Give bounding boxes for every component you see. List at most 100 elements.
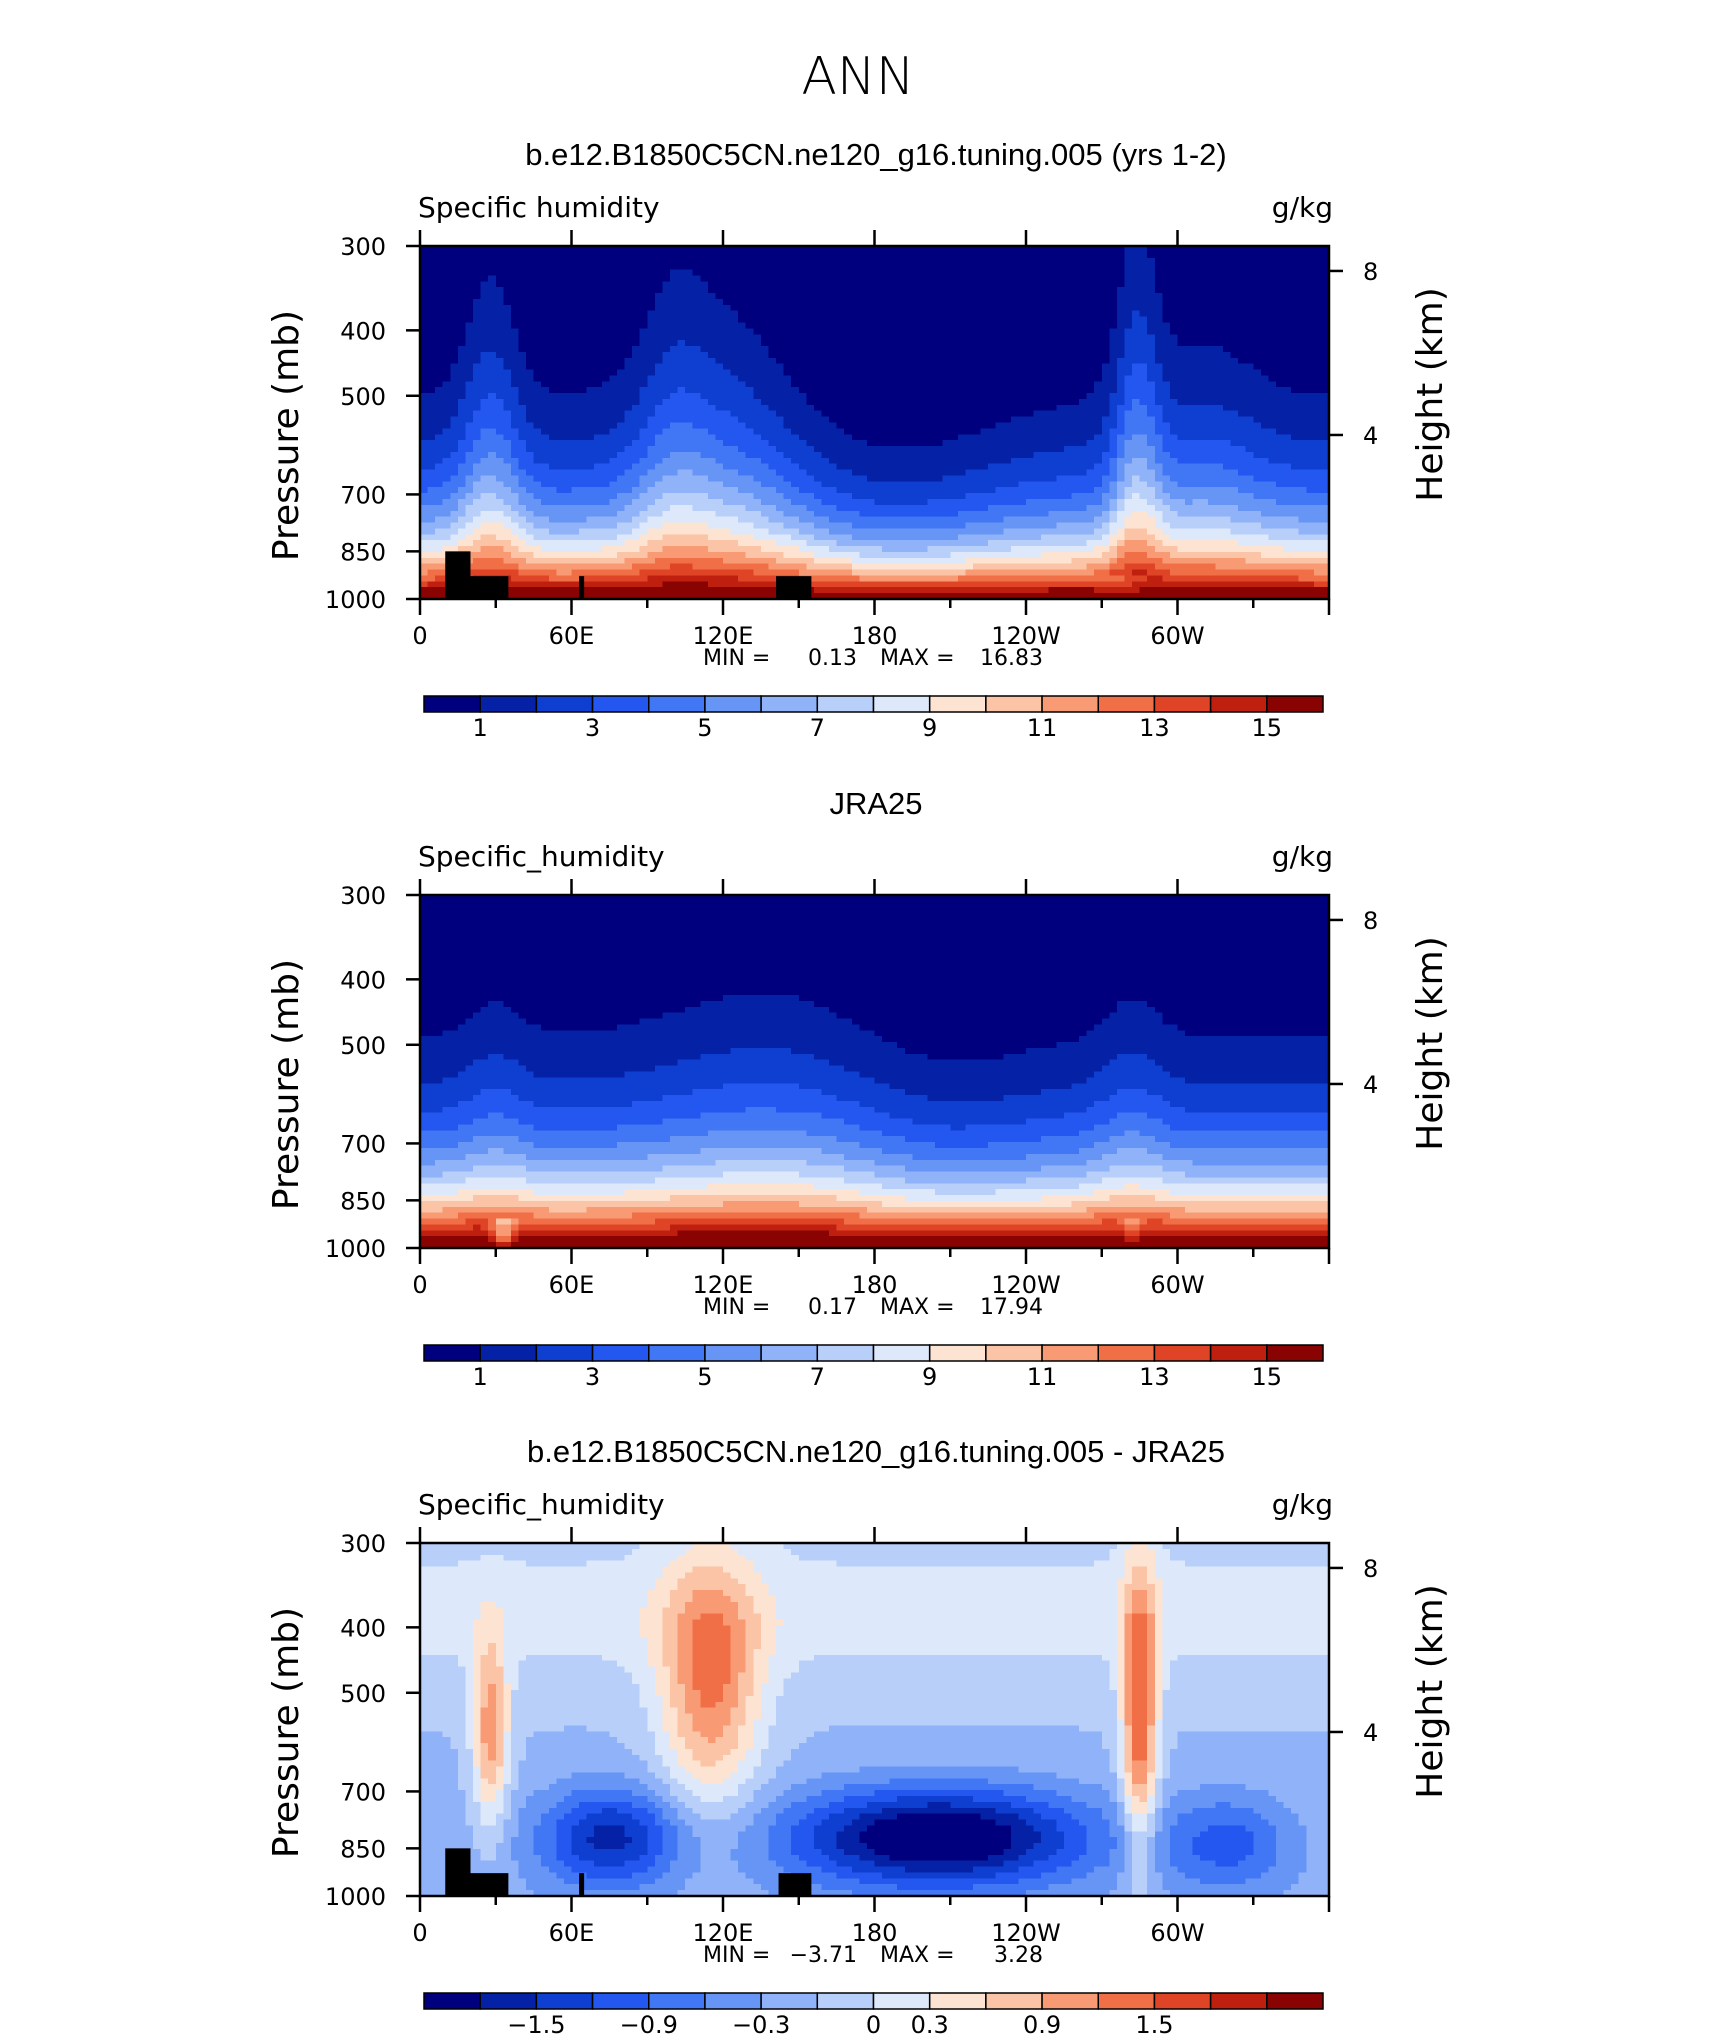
contour-cell [700, 405, 708, 411]
contour-cell [1299, 252, 1307, 258]
contour-cell [602, 411, 610, 417]
contour-cell [912, 322, 920, 328]
contour-cell [1064, 411, 1072, 417]
contour-cell [1215, 446, 1223, 452]
contour-cell [958, 440, 966, 446]
contour-cell [837, 481, 845, 487]
contour-cell [958, 423, 966, 429]
contour-cell [935, 481, 943, 487]
contour-cell [602, 446, 610, 452]
contour-cell [1117, 328, 1125, 334]
contour-cell [1124, 275, 1132, 281]
contour-cell [784, 299, 792, 305]
contour-cell [738, 470, 746, 476]
contour-cell [1079, 458, 1087, 464]
contour-cell [715, 487, 723, 493]
contour-cell [1094, 322, 1102, 328]
contour-cell [609, 423, 617, 429]
contour-cell [1041, 470, 1049, 476]
contour-cell [670, 287, 678, 293]
contour-cell [1124, 387, 1132, 393]
contour-cell [625, 364, 633, 370]
contour-cell [731, 470, 739, 476]
contour-cell [1102, 281, 1110, 287]
contour-cell [1087, 481, 1095, 487]
contour-cell [662, 423, 670, 429]
contour-cell [1079, 423, 1087, 429]
contour-cell [428, 417, 436, 423]
contour-cell [1140, 470, 1148, 476]
contour-cell [685, 452, 693, 458]
contour-cell [784, 358, 792, 364]
contour-cell [1026, 464, 1034, 470]
contour-cell [549, 317, 557, 323]
contour-cell [806, 381, 814, 387]
contour-cell [1087, 458, 1095, 464]
contour-cell [965, 305, 973, 311]
contour-cell [594, 428, 602, 434]
contour-cell [625, 375, 633, 381]
contour-cell [1299, 446, 1307, 452]
contour-cell [428, 364, 436, 370]
contour-cell [1026, 370, 1034, 376]
contour-cell [731, 458, 739, 464]
contour-cell [1071, 393, 1079, 399]
contour-cell [1018, 393, 1026, 399]
contour-cell [973, 387, 981, 393]
contour-cell [1132, 446, 1140, 452]
contour-cell [428, 411, 436, 417]
contour-cell [450, 393, 458, 399]
contour-cell [715, 417, 723, 423]
contour-cell [549, 299, 557, 305]
contour-cell [852, 393, 860, 399]
contour-cell [920, 411, 928, 417]
contour-cell [625, 322, 633, 328]
contour-cell [496, 387, 504, 393]
contour-cell [1162, 358, 1170, 364]
contour-cell [617, 370, 625, 376]
contour-cell [1094, 346, 1102, 352]
contour-cell [579, 458, 587, 464]
contour-cell [1094, 305, 1102, 311]
contour-cell [943, 358, 951, 364]
contour-cell [859, 481, 867, 487]
contour-cell [837, 352, 845, 358]
contour-cell [905, 411, 913, 417]
contour-cell [1026, 428, 1034, 434]
contour-cell [1132, 364, 1140, 370]
contour-cell [723, 481, 731, 487]
contour-cell [768, 399, 776, 405]
contour-cell [526, 393, 534, 399]
contour-cell [859, 264, 867, 270]
contour-cell [1155, 334, 1163, 340]
contour-cell [1003, 258, 1011, 264]
contour-cell [1155, 464, 1163, 470]
contour-cell [753, 428, 761, 434]
contour-cell [1238, 264, 1246, 270]
contour-cell [731, 411, 739, 417]
contour-cell [1261, 305, 1269, 311]
contour-cell [723, 317, 731, 323]
contour-cell [1094, 287, 1102, 293]
contour-cell [708, 405, 716, 411]
contour-cell [814, 470, 822, 476]
contour-cell [1314, 405, 1322, 411]
contour-cell [1276, 440, 1284, 446]
contour-cell [837, 470, 845, 476]
contour-cell [1056, 464, 1064, 470]
contour-cell [1314, 352, 1322, 358]
contour-cell [534, 423, 542, 429]
contour-cell [1261, 458, 1269, 464]
contour-cell [1200, 364, 1208, 370]
contour-cell [450, 305, 458, 311]
contour-cell [1185, 299, 1193, 305]
contour-cell [1193, 305, 1201, 311]
contour-cell [1117, 428, 1125, 434]
contour-cell [632, 252, 640, 258]
contour-cell [1034, 346, 1042, 352]
contour-cell [481, 393, 489, 399]
contour-cell [1109, 317, 1117, 323]
contour-cell [1299, 393, 1307, 399]
contour-cell [731, 299, 739, 305]
contour-cell [450, 381, 458, 387]
